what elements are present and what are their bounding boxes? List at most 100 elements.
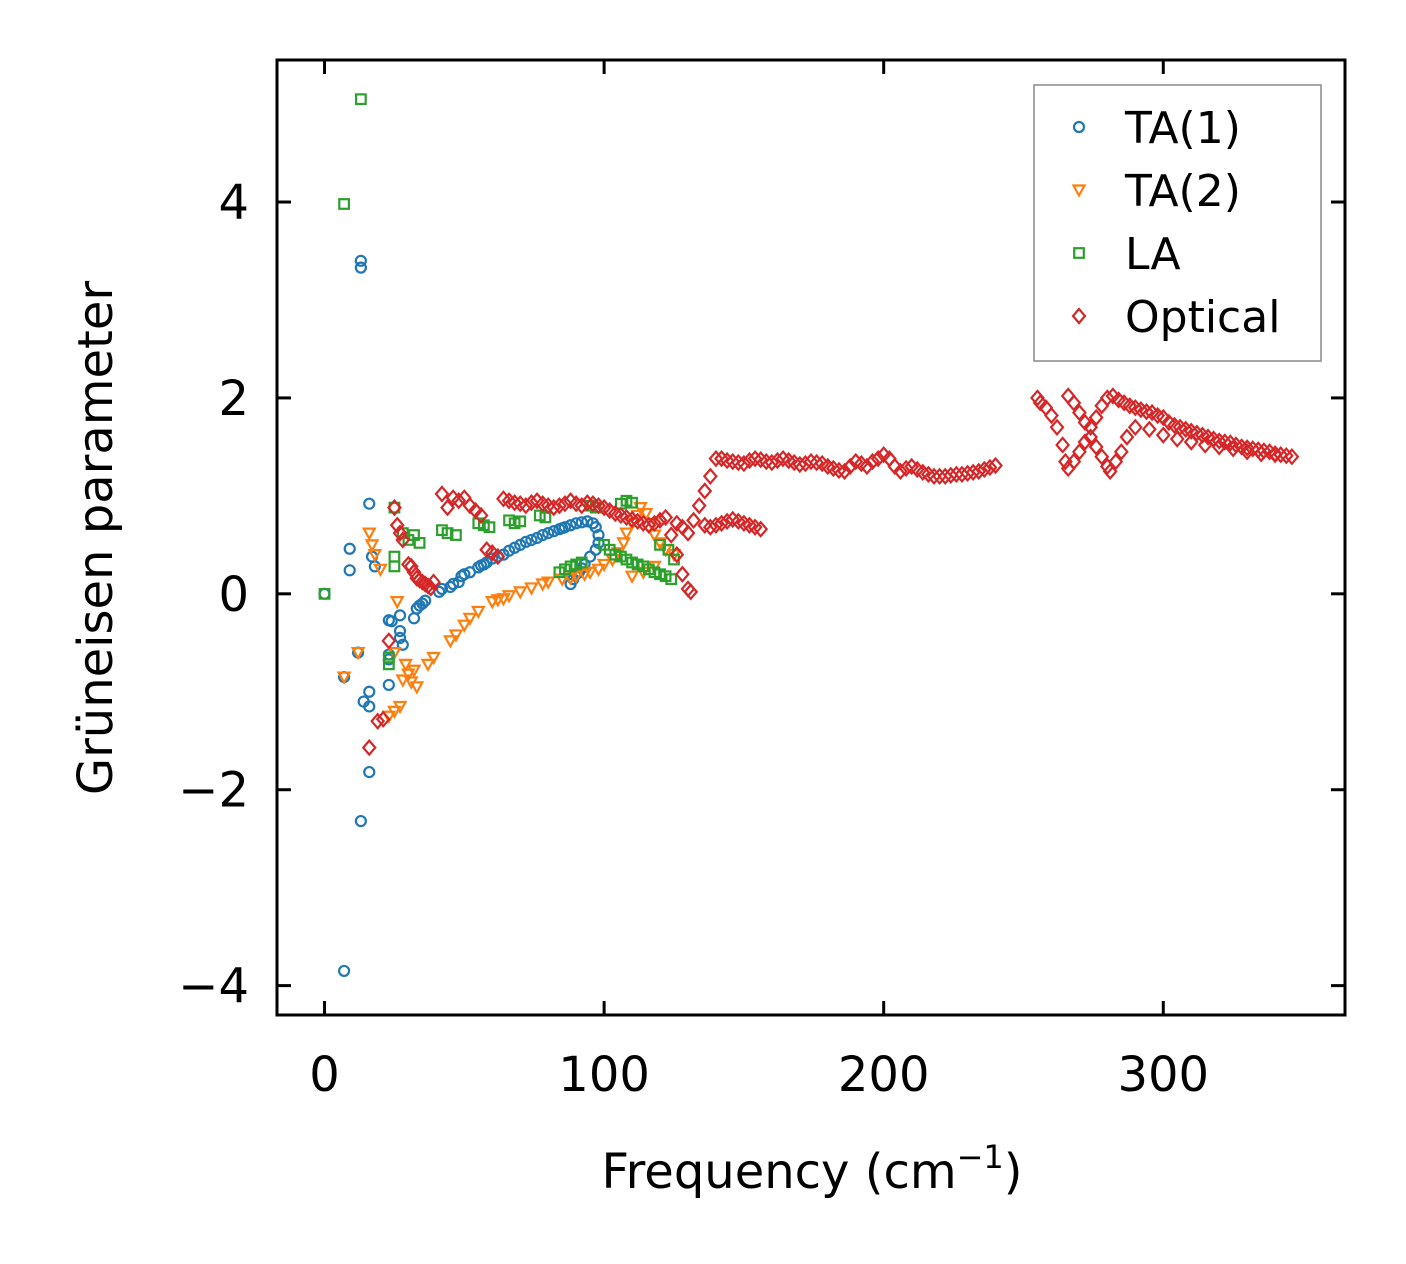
- data-point: [1139, 402, 1154, 421]
- data-point: [619, 527, 634, 541]
- series-optical: [361, 387, 1300, 757]
- data-point: [1102, 462, 1118, 481]
- data-point: [669, 545, 685, 564]
- data-point: [654, 538, 666, 551]
- data-point: [686, 511, 702, 530]
- data-point: [652, 511, 668, 530]
- data-point: [730, 453, 746, 472]
- data-point: [1071, 403, 1087, 422]
- data-point: [426, 573, 442, 591]
- data-point: [1211, 432, 1227, 450]
- data-point: [382, 651, 395, 664]
- data-point: [354, 814, 367, 828]
- data-point: [354, 254, 367, 267]
- data-point: [1253, 445, 1269, 463]
- legend-entry-optical: Optical: [1071, 292, 1280, 343]
- data-point: [363, 765, 376, 779]
- data-point: [363, 685, 376, 698]
- data-point: [719, 512, 735, 531]
- data-point: [1088, 438, 1104, 456]
- data-point: [363, 700, 376, 713]
- data-point: [451, 492, 467, 510]
- data-point: [452, 575, 465, 589]
- data-point: [702, 467, 718, 485]
- data-point: [674, 565, 690, 583]
- data-point: [932, 467, 948, 485]
- plot-frame: [275, 58, 1347, 1017]
- data-point: [370, 712, 386, 730]
- data-point: [558, 521, 572, 534]
- data-point: [419, 594, 432, 607]
- data-point: [381, 632, 397, 650]
- data-point: [1066, 452, 1082, 471]
- data-point: [382, 678, 395, 692]
- data-point: [831, 461, 847, 480]
- data-point: [539, 511, 552, 524]
- data-point: [747, 449, 763, 468]
- data-point: [943, 466, 959, 484]
- data-point: [337, 964, 351, 978]
- data-point: [697, 482, 713, 500]
- data-point: [581, 515, 594, 528]
- data-point: [375, 710, 391, 728]
- data-point: [870, 449, 886, 468]
- data-point: [1043, 406, 1059, 425]
- data-point: [1239, 439, 1255, 457]
- data-point: [392, 700, 408, 715]
- data-point: [343, 542, 356, 555]
- data-point: [658, 508, 674, 527]
- data-point: [450, 529, 462, 541]
- data-point: [665, 573, 678, 586]
- data-point: [1211, 438, 1227, 456]
- data-point: [937, 467, 953, 485]
- data-point: [512, 586, 528, 600]
- data-point: [551, 496, 567, 515]
- data-point: [764, 453, 780, 472]
- data-point: [719, 451, 735, 470]
- data-point: [392, 524, 408, 542]
- legend: TA(1) TA(2) LA Optical: [1033, 84, 1322, 362]
- data-point: [367, 549, 383, 563]
- data-point: [477, 558, 490, 571]
- data-point: [486, 552, 499, 565]
- data-point: [1155, 426, 1171, 444]
- data-point: [448, 629, 464, 643]
- data-point: [373, 563, 388, 578]
- legend-label: TA(1): [1124, 103, 1241, 154]
- x-tick-label: 200: [838, 1047, 930, 1103]
- data-point: [1284, 448, 1300, 466]
- data-point: [524, 582, 539, 596]
- legend-label: LA: [1125, 229, 1181, 280]
- data-point: [546, 498, 562, 517]
- data-point: [579, 494, 595, 512]
- data-point: [423, 579, 439, 597]
- data-point: [361, 527, 377, 541]
- data-point: [501, 590, 517, 604]
- data-point: [574, 496, 590, 515]
- data-point: [954, 465, 970, 484]
- data-point: [441, 527, 454, 539]
- data-point: [582, 566, 598, 581]
- y-tick-label: 2: [218, 371, 249, 427]
- data-point: [646, 514, 662, 532]
- data-point: [447, 577, 460, 591]
- data-point: [708, 449, 724, 468]
- data-point: [570, 517, 583, 530]
- data-point: [542, 526, 555, 540]
- data-point: [483, 521, 496, 534]
- x-tick-label: 0: [309, 1047, 340, 1103]
- legend-marker: [1072, 120, 1086, 134]
- data-point: [536, 528, 549, 542]
- data-point: [865, 452, 880, 471]
- data-point: [641, 516, 657, 534]
- data-point: [406, 664, 422, 679]
- data-point: [416, 597, 429, 610]
- data-point: [403, 557, 419, 576]
- data-point: [1108, 452, 1124, 471]
- data-point: [388, 550, 401, 563]
- data-point: [1225, 440, 1241, 458]
- data-point: [540, 576, 556, 590]
- data-point: [616, 537, 632, 551]
- data-point: [1119, 428, 1135, 446]
